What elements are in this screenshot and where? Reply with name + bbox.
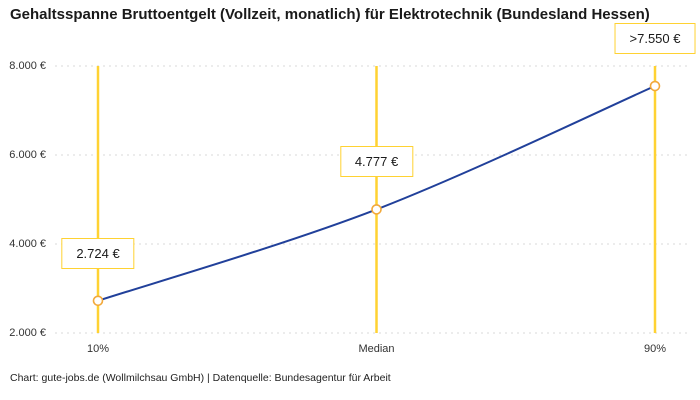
data-point-value-label: >7.550 € [614,23,696,55]
y-axis-tick-label: 2.000 € [9,327,46,339]
data-point-marker [371,204,382,215]
data-point-marker [649,80,661,92]
data-point-marker [92,295,104,307]
data-point-value-label: 4.777 € [339,146,414,178]
chart-source-credit: Chart: gute-jobs.de (Wollmilchsau GmbH) … [10,372,391,384]
x-axis-tick-label: Median [358,343,395,355]
y-axis-tick-label: 4.000 € [9,238,46,250]
x-axis-tick-label: 90% [643,343,667,355]
x-axis-tick-label: 10% [86,343,110,355]
data-point-value-label: 2.724 € [61,237,135,269]
y-axis-tick-label: 6.000 € [9,149,46,161]
chart-title: Gehaltsspanne Bruttoentgelt (Vollzeit, m… [10,6,650,23]
y-axis-tick-label: 8.000 € [9,60,46,72]
